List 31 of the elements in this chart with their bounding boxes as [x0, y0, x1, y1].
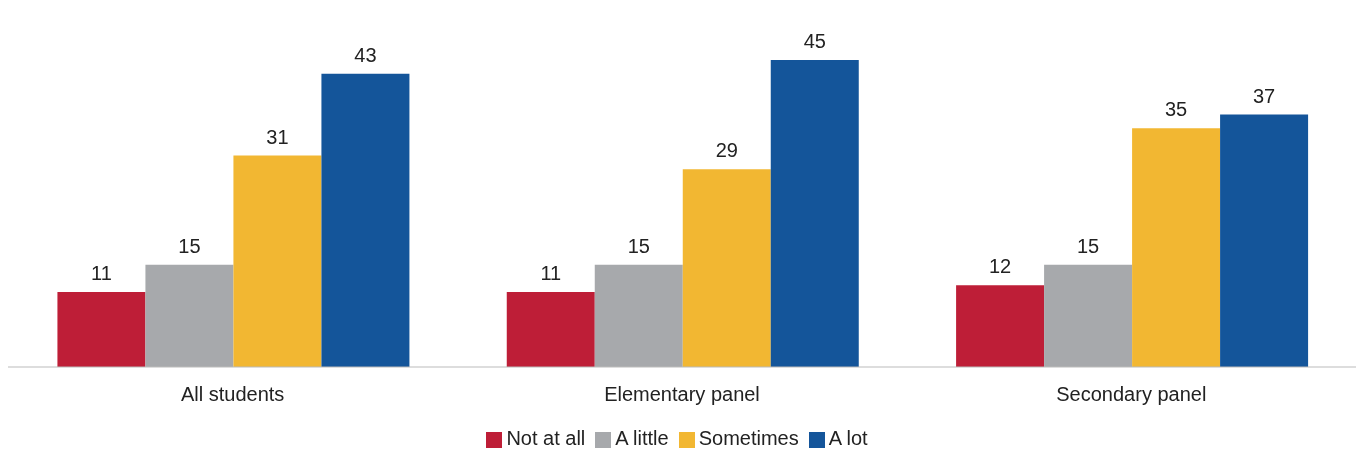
data-label: 45 [803, 30, 826, 52]
bar [1220, 114, 1309, 367]
bar [321, 73, 410, 367]
data-label: 11 [91, 261, 112, 284]
bar [145, 264, 234, 367]
x-tick-label: Secondary panel [1056, 383, 1207, 406]
bar [956, 285, 1045, 367]
data-label: 37 [1252, 84, 1276, 107]
x-tick-label: Elementary panel [604, 383, 760, 406]
data-label: 12 [988, 255, 1012, 278]
data-label: 15 [627, 234, 650, 257]
data-label: 43 [354, 43, 377, 66]
data-label: 35 [1164, 98, 1188, 121]
legend-label: A lot [828, 427, 868, 449]
bar [770, 60, 859, 367]
data-label: 29 [715, 139, 738, 162]
legend-label: Not at all [506, 427, 586, 449]
bar [1044, 264, 1133, 367]
legend-label: Sometimes [698, 427, 799, 449]
bar [506, 291, 595, 367]
bar [682, 169, 771, 367]
data-label: 15 [1076, 234, 1100, 257]
data-label: 15 [178, 234, 201, 257]
bar [233, 155, 322, 367]
data-label: 11 [540, 261, 562, 284]
bar [594, 264, 683, 367]
legend-label: A little [615, 427, 669, 449]
bar [57, 291, 146, 367]
x-tick-label: All students [180, 383, 285, 406]
data-label: 31 [266, 125, 289, 148]
bar [1132, 128, 1221, 367]
